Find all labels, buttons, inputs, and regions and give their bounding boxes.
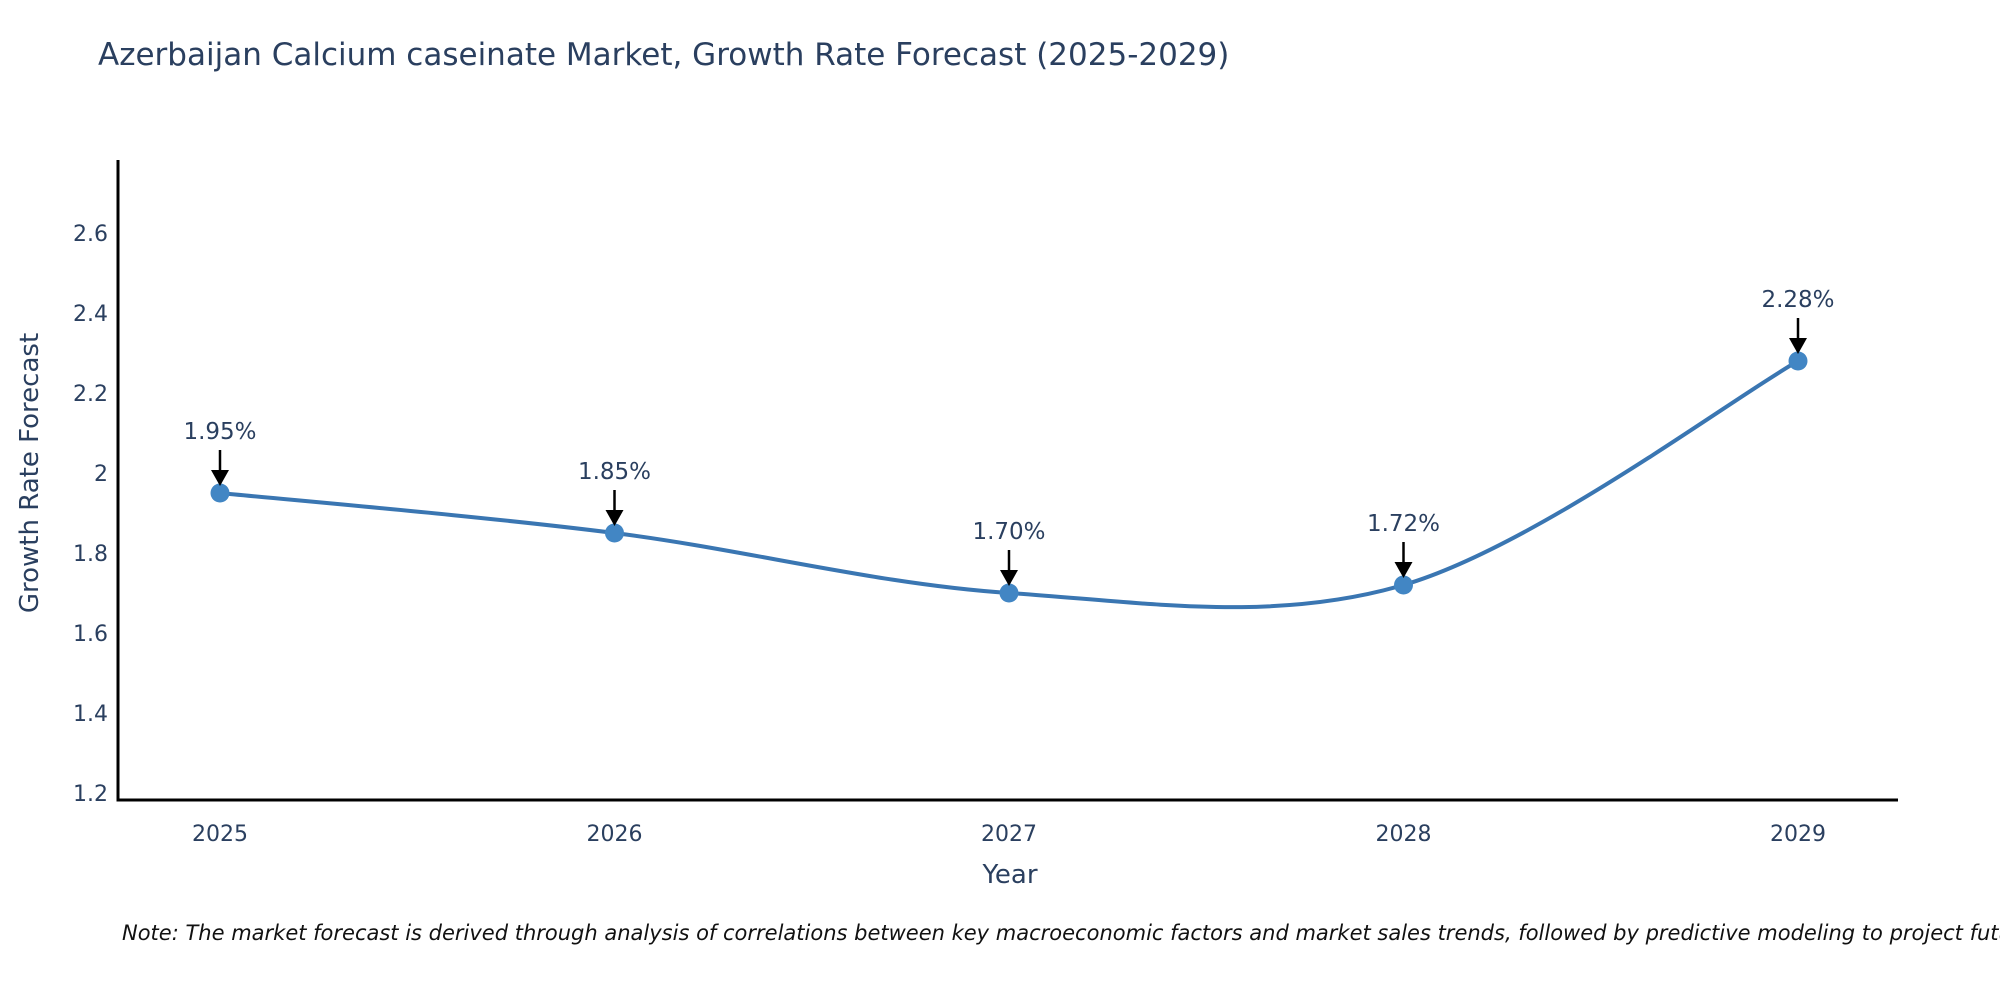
data-point-marker — [999, 583, 1019, 603]
y-tick-label: 1.8 — [73, 542, 108, 567]
x-tick-label: 2026 — [587, 822, 643, 847]
y-tick-label: 1.2 — [73, 782, 108, 807]
y-tick-label: 2 — [94, 462, 108, 487]
x-axis-title: Year — [982, 860, 1038, 890]
y-tick-label: 2.6 — [73, 222, 108, 247]
data-point-marker — [1394, 575, 1413, 595]
x-tick-label: 2027 — [981, 822, 1037, 847]
y-tick-label: 2.4 — [73, 302, 108, 327]
annotation-arrow-head — [1789, 338, 1807, 354]
point-value-label: 1.95% — [183, 419, 256, 445]
footnote: Note: The market forecast is derived thr… — [122, 921, 2000, 945]
x-tick-label: 2028 — [1376, 822, 1432, 847]
annotation-arrow-head — [1394, 562, 1413, 578]
x-tick-label: 2029 — [1770, 822, 1826, 847]
point-value-label: 1.72% — [1367, 511, 1440, 537]
point-value-label: 2.28% — [1761, 287, 1834, 313]
annotation-arrow-head — [211, 470, 229, 486]
axis-spines — [116, 160, 1898, 802]
chart-title: Azerbaijan Calcium caseinate Market, Gro… — [98, 37, 1230, 73]
data-point-marker — [605, 523, 624, 543]
annotation-arrow-head — [1000, 570, 1018, 586]
point-value-label: 1.85% — [578, 459, 651, 485]
point-value-label: 1.70% — [972, 519, 1045, 545]
data-point-marker — [210, 483, 230, 503]
x-tick-label: 2025 — [192, 822, 248, 847]
annotation-arrow-head — [605, 510, 624, 526]
data-point-marker — [1788, 351, 1808, 371]
y-tick-label: 1.6 — [73, 622, 108, 647]
y-tick-label: 2.2 — [73, 382, 108, 407]
y-tick-label: 1.4 — [73, 702, 108, 727]
